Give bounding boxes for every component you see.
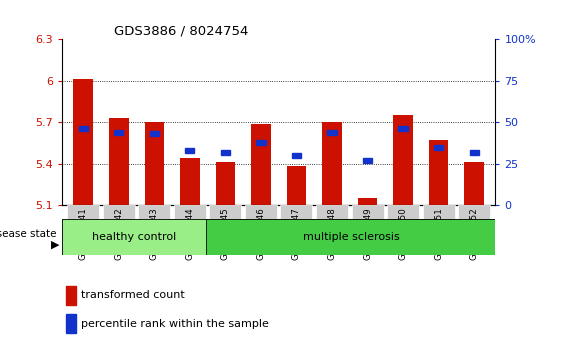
Text: GSM587542: GSM587542 (114, 208, 123, 261)
Bar (109, 118, 128, 205)
Bar (256, 139, 266, 144)
Bar (327, 130, 337, 135)
Text: GSM587541: GSM587541 (79, 208, 88, 261)
Bar (185, 148, 194, 153)
Bar (399, 126, 408, 131)
Bar (429, 140, 448, 205)
Bar (180, 158, 200, 205)
FancyBboxPatch shape (245, 205, 277, 253)
Bar (145, 122, 164, 205)
FancyBboxPatch shape (423, 205, 454, 253)
Text: GSM587546: GSM587546 (256, 208, 265, 261)
Bar (79, 126, 88, 131)
Bar (216, 162, 235, 205)
Text: GSM587548: GSM587548 (328, 208, 337, 261)
FancyBboxPatch shape (207, 219, 495, 255)
Text: GDS3886 / 8024754: GDS3886 / 8024754 (114, 25, 248, 38)
FancyBboxPatch shape (387, 205, 419, 253)
Text: GSM587544: GSM587544 (185, 208, 194, 261)
Bar (66, 286, 76, 305)
FancyBboxPatch shape (62, 219, 207, 255)
FancyBboxPatch shape (351, 205, 383, 253)
Text: percentile rank within the sample: percentile rank within the sample (82, 319, 269, 329)
Bar (150, 131, 159, 136)
Bar (464, 162, 484, 205)
Bar (434, 144, 443, 150)
Bar (322, 122, 342, 205)
FancyBboxPatch shape (280, 205, 312, 253)
FancyBboxPatch shape (458, 205, 490, 253)
Text: GSM587545: GSM587545 (221, 208, 230, 261)
Text: GSM587547: GSM587547 (292, 208, 301, 261)
Bar (114, 130, 123, 135)
Text: healthy control: healthy control (92, 232, 176, 242)
FancyBboxPatch shape (103, 205, 135, 253)
Text: GSM587543: GSM587543 (150, 208, 159, 261)
Bar (394, 115, 413, 205)
Text: transformed count: transformed count (82, 290, 185, 300)
Bar (287, 166, 306, 205)
FancyBboxPatch shape (174, 205, 206, 253)
FancyBboxPatch shape (138, 205, 171, 253)
Bar (358, 198, 377, 205)
Bar (251, 124, 271, 205)
Text: GSM587552: GSM587552 (470, 208, 479, 261)
Text: GSM587550: GSM587550 (399, 208, 408, 261)
Text: ▶: ▶ (51, 239, 59, 249)
Bar (470, 150, 479, 155)
Bar (221, 150, 230, 155)
Text: GSM587551: GSM587551 (434, 208, 443, 261)
FancyBboxPatch shape (67, 205, 99, 253)
FancyBboxPatch shape (316, 205, 348, 253)
Text: disease state: disease state (0, 229, 56, 239)
Text: multiple sclerosis: multiple sclerosis (302, 232, 399, 242)
Bar (292, 153, 301, 158)
Text: GSM587549: GSM587549 (363, 208, 372, 260)
FancyBboxPatch shape (209, 205, 242, 253)
Bar (66, 314, 76, 333)
Bar (74, 79, 93, 205)
Bar (363, 158, 372, 163)
